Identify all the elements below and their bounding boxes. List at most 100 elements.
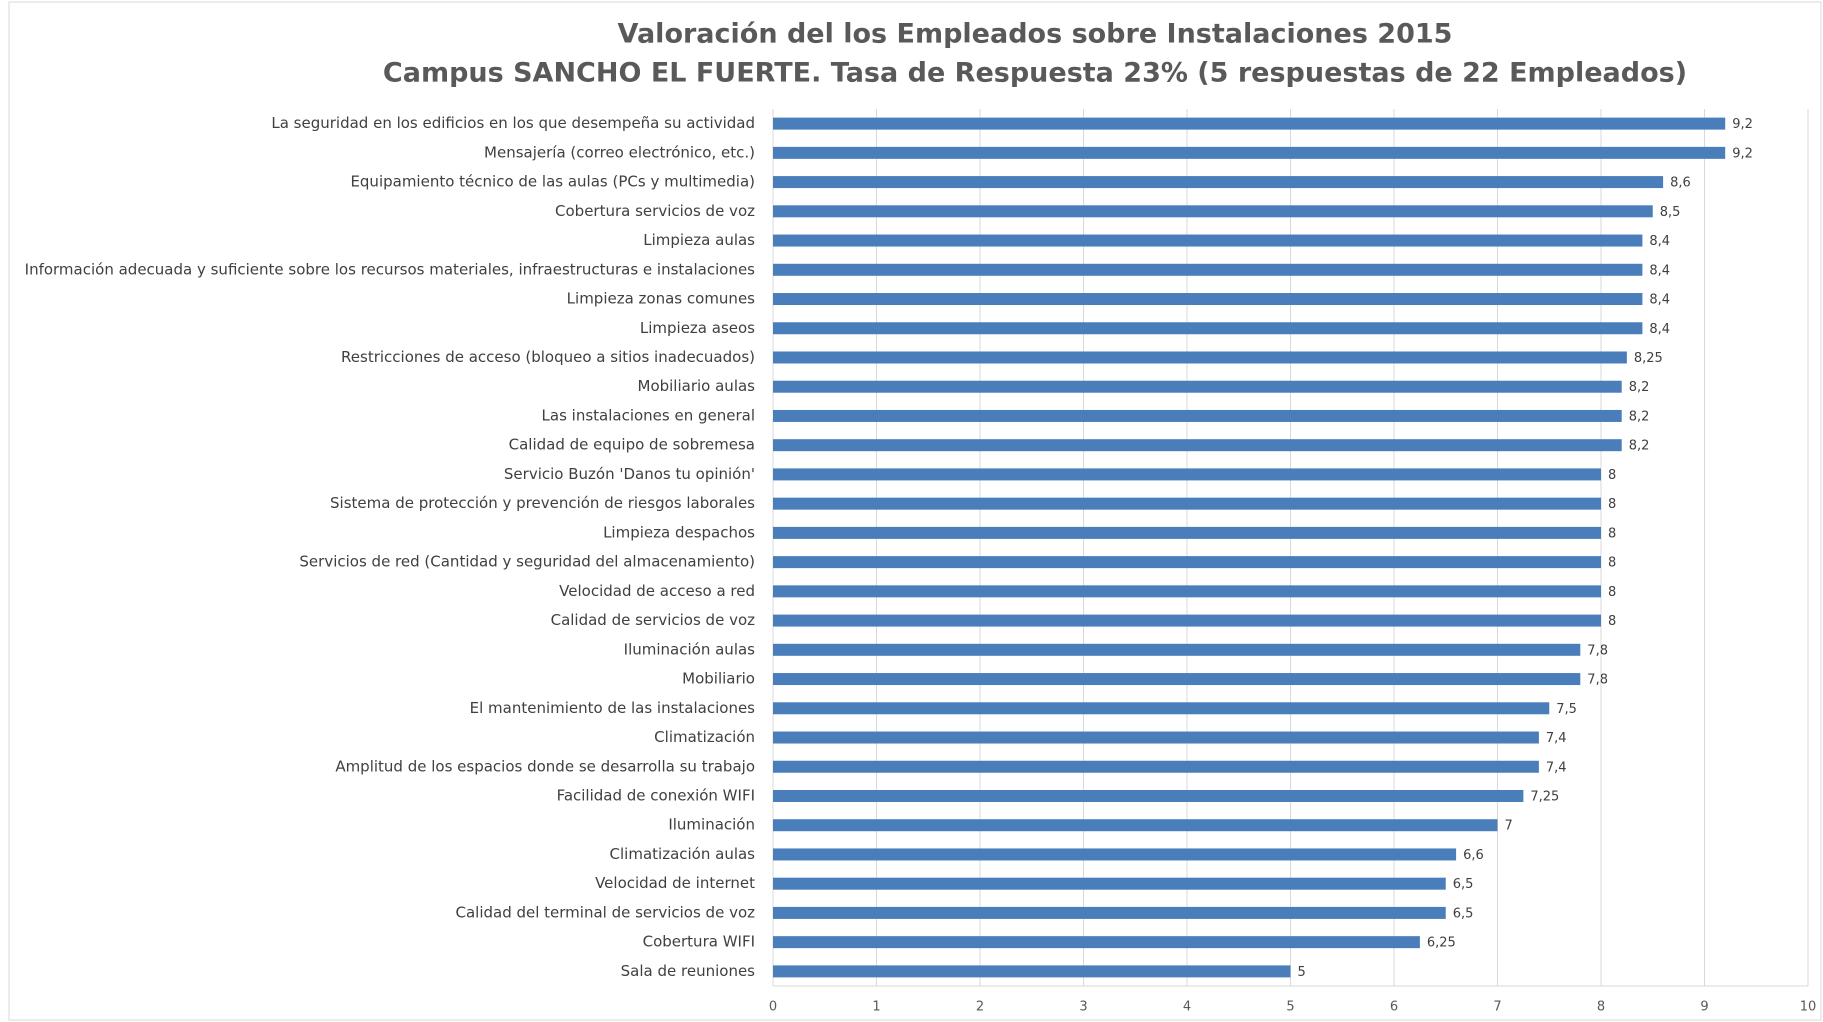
bar (773, 526, 1601, 539)
y-tick-label: Limpieza aseos (640, 319, 755, 337)
y-tick-label: Las instalaciones en general (542, 406, 755, 424)
y-tick-label: Cobertura servicios de voz (555, 202, 755, 220)
value-label: 8,4 (1649, 263, 1670, 278)
y-tick-label: Restricciones de acceso (bloqueo a sitio… (341, 348, 755, 366)
value-label: 7,4 (1546, 731, 1567, 746)
value-label: 5 (1298, 965, 1306, 980)
y-tick-label: Velocidad de acceso a red (559, 582, 755, 600)
bar (773, 760, 1539, 773)
y-tick-label: Facilidad de conexión WIFI (557, 786, 755, 804)
x-tick-label: 0 (769, 1000, 777, 1015)
bar (773, 789, 1524, 802)
bar (773, 965, 1291, 978)
y-tick-label: Velocidad de internet (595, 874, 755, 892)
bar (773, 117, 1726, 130)
value-label: 8 (1608, 468, 1616, 483)
bar (773, 409, 1622, 422)
chart-title: Valoración del los Empleados sobre Insta… (618, 19, 1453, 50)
bar (773, 936, 1420, 949)
y-tick-label: Climatización aulas (610, 845, 756, 863)
value-label: 8,2 (1629, 439, 1650, 454)
value-label: 7,8 (1587, 673, 1608, 688)
y-tick-label: Calidad de servicios de voz (551, 611, 756, 629)
bar (773, 322, 1643, 335)
y-tick-label: Información adecuada y suficiente sobre … (25, 260, 756, 278)
y-tick-label: Mobiliario (682, 670, 755, 688)
value-label: 7,8 (1587, 643, 1608, 658)
y-tick-label: Limpieza despachos (603, 523, 755, 541)
bar (773, 497, 1601, 510)
bar (773, 351, 1627, 364)
x-tick-label: 8 (1597, 1000, 1605, 1015)
value-label: 6,5 (1453, 906, 1474, 921)
y-tick-label: Amplitud de los espacios donde se desarr… (335, 757, 755, 775)
bar (773, 176, 1664, 189)
x-tick-label: 6 (1390, 1000, 1398, 1015)
y-tick-label: El mantenimiento de las instalaciones (470, 699, 756, 717)
bar (773, 585, 1601, 598)
x-tick-label: 10 (1800, 1000, 1817, 1015)
y-tick-label: Limpieza zonas comunes (567, 290, 755, 308)
y-tick-label: Cobertura WIFI (643, 933, 755, 951)
value-label: 7,4 (1546, 760, 1567, 775)
value-label: 8,2 (1629, 380, 1650, 395)
y-tick-label: Sistema de protección y prevención de ri… (330, 494, 755, 512)
bar (773, 819, 1498, 832)
value-label: 6,25 (1427, 936, 1456, 951)
value-label: 8,4 (1649, 234, 1670, 249)
x-tick-label: 9 (1700, 1000, 1708, 1015)
bar (773, 468, 1601, 481)
value-label: 6,6 (1463, 848, 1484, 863)
bar (773, 380, 1622, 393)
bar (773, 643, 1581, 656)
bar (773, 263, 1643, 276)
y-tick-label: Mobiliario aulas (638, 377, 756, 395)
y-tick-label: Limpieza aulas (643, 231, 755, 249)
bar (773, 906, 1446, 919)
value-label: 7 (1505, 819, 1513, 834)
y-tick-label: Sala de reuniones (621, 962, 756, 980)
value-label: 7,5 (1556, 702, 1577, 717)
y-tick-label: La seguridad en los edificios en los que… (271, 114, 755, 132)
x-tick-label: 5 (1286, 1000, 1294, 1015)
value-label: 8 (1608, 497, 1616, 512)
y-tick-label: Climatización (654, 728, 755, 746)
y-tick-label: Servicios de red (Cantidad y seguridad d… (299, 553, 755, 571)
bar (773, 848, 1457, 861)
x-tick-label: 2 (976, 1000, 984, 1015)
bar (773, 293, 1643, 306)
bar (773, 614, 1601, 627)
value-label: 8 (1608, 585, 1616, 600)
bar (773, 673, 1581, 686)
value-label: 6,5 (1453, 877, 1474, 892)
y-tick-label: Equipamiento técnico de las aulas (PCs y… (350, 173, 755, 191)
bar (773, 234, 1643, 247)
bar (773, 731, 1539, 744)
chart-subtitle: Campus SANCHO EL FUERTE. Tasa de Respues… (383, 58, 1687, 89)
x-tick-label: 1 (872, 1000, 880, 1015)
value-label: 8,25 (1634, 351, 1663, 366)
value-label: 9,2 (1732, 146, 1753, 161)
bar (773, 146, 1726, 159)
value-label: 8,4 (1649, 293, 1670, 308)
value-label: 8 (1608, 526, 1616, 541)
y-tick-label: Calidad de equipo de sobremesa (509, 436, 755, 454)
value-label: 8 (1608, 614, 1616, 629)
bar (773, 439, 1622, 452)
x-tick-label: 4 (1183, 1000, 1191, 1015)
value-label: 8,5 (1660, 205, 1681, 220)
y-tick-label: Iluminación aulas (624, 640, 756, 658)
value-label: 9,2 (1732, 117, 1753, 132)
bar (773, 877, 1446, 890)
y-tick-label: Calidad del terminal de servicios de voz (455, 903, 755, 921)
y-tick-label: Mensajería (correo electrónico, etc.) (484, 143, 755, 161)
x-tick-label: 7 (1493, 1000, 1501, 1015)
value-label: 8,4 (1649, 322, 1670, 337)
bar (773, 702, 1550, 715)
value-label: 8,2 (1629, 409, 1650, 424)
x-tick-label: 3 (1079, 1000, 1087, 1015)
y-tick-label: Servicio Buzón 'Danos tu opinión' (504, 465, 755, 483)
value-label: 7,25 (1530, 789, 1559, 804)
